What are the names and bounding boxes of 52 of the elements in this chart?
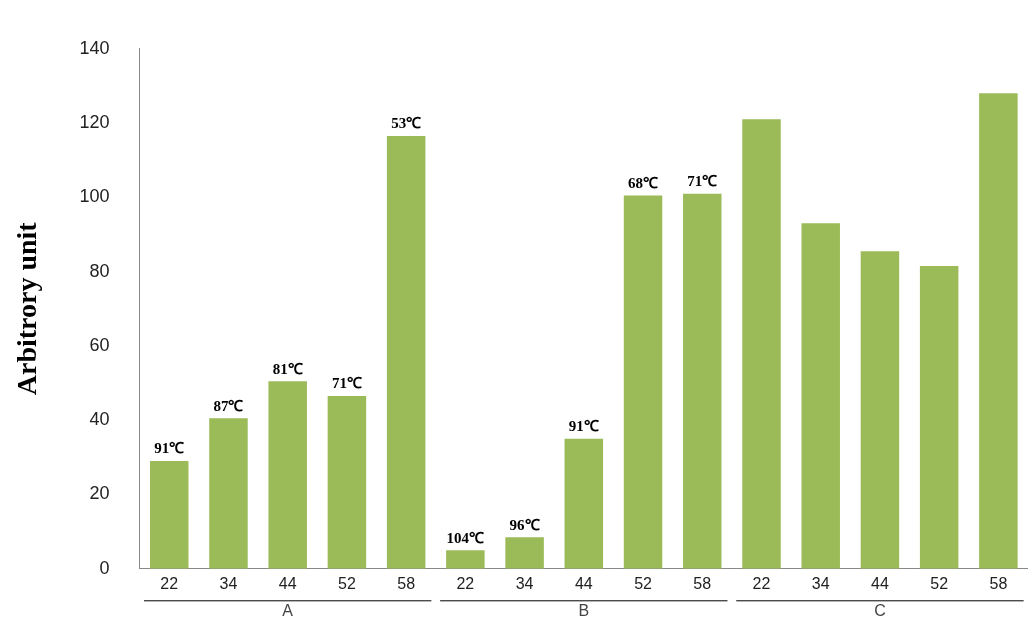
x-tick-label: 58 <box>693 574 712 592</box>
annotation: 71℃ <box>331 375 362 392</box>
annotation: 68℃ <box>628 174 659 191</box>
y-tick-label: 140 <box>79 37 110 58</box>
y-tick-label: 60 <box>89 334 110 355</box>
x-tick-label: 34 <box>811 574 830 592</box>
bar <box>505 537 544 569</box>
annotation: 104℃ <box>446 529 485 546</box>
bar <box>683 193 722 569</box>
x-tick-label: 52 <box>930 574 949 592</box>
y-tick-label: 0 <box>99 557 110 578</box>
x-tick-label: 58 <box>397 574 416 592</box>
x-tick-label: 22 <box>752 574 771 592</box>
text: C <box>874 602 886 620</box>
bar <box>801 223 840 569</box>
bar <box>564 438 604 569</box>
x-tick-label: 22 <box>456 574 475 592</box>
bar <box>386 136 426 569</box>
bar <box>209 418 248 569</box>
x-tick-label: 34 <box>515 574 534 592</box>
annotation: 71℃ <box>687 173 718 190</box>
annotation: 87℃ <box>213 397 244 414</box>
y-axis-title: Arbitrory unit <box>11 221 43 396</box>
bar <box>327 396 367 569</box>
x-tick-label: 22 <box>160 574 179 592</box>
text: B <box>578 602 590 620</box>
y-tick-label: 20 <box>89 483 110 504</box>
x-tick-label: 44 <box>871 574 889 592</box>
y-tick-label: 120 <box>79 112 110 133</box>
bar <box>919 266 959 569</box>
annotation: 53℃ <box>391 115 422 132</box>
y-tick-label: 40 <box>89 409 110 430</box>
bar <box>979 93 1018 569</box>
annotation: 91℃ <box>568 418 599 435</box>
x-tick-label: 44 <box>278 574 297 592</box>
annotation: 81℃ <box>272 360 303 377</box>
bar <box>268 381 307 569</box>
x-tick-label: 58 <box>989 574 1008 592</box>
x-tick-label: 52 <box>634 574 653 592</box>
bar <box>860 251 900 569</box>
annotation: 91℃ <box>154 440 185 457</box>
x-tick-label: 34 <box>219 574 238 592</box>
annotation: 96℃ <box>509 516 540 533</box>
x-tick-label: 44 <box>574 574 593 592</box>
bar <box>742 119 781 569</box>
text: A <box>282 602 294 620</box>
y-tick-label: 100 <box>79 186 110 207</box>
bar <box>150 461 189 569</box>
bar <box>446 550 485 569</box>
y-tick-label: 80 <box>89 260 110 281</box>
bar <box>623 195 663 569</box>
x-tick-label: 52 <box>338 574 356 592</box>
